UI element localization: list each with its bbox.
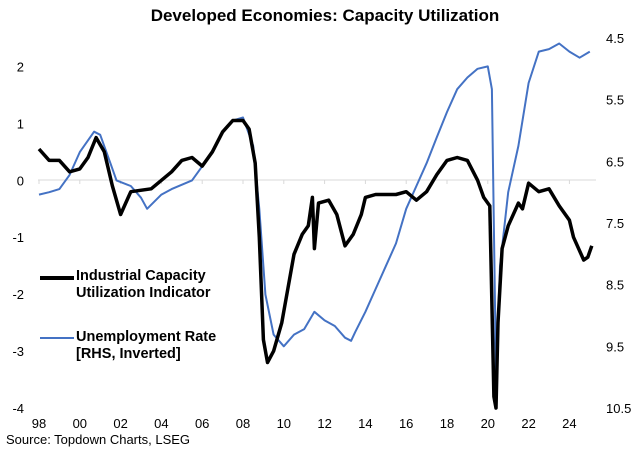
right-tick-label: 6.5 [606, 154, 624, 169]
legend-swatch-unemployment [40, 337, 74, 339]
x-tick-label: 10 [277, 416, 291, 431]
right-tick-label: 9.5 [606, 339, 624, 354]
chart-title: Developed Economies: Capacity Utilizatio… [151, 6, 500, 25]
x-tick-label: 06 [195, 416, 209, 431]
legend: Industrial Capacity Utilization Indicato… [40, 268, 246, 390]
x-tick-label: 12 [317, 416, 331, 431]
x-tick-label: 18 [440, 416, 454, 431]
x-tick-label: 14 [358, 416, 372, 431]
right-tick-label: 7.5 [606, 216, 624, 231]
source-note: Source: Topdown Charts, LSEG [6, 432, 190, 447]
right-tick-label: 5.5 [606, 93, 624, 108]
plot-area [37, 42, 594, 410]
x-tick-label: 98 [32, 416, 46, 431]
x-tick-label: 20 [481, 416, 495, 431]
series-line-capacity-utilization [37, 118, 594, 410]
right-tick-label: 10.5 [606, 401, 631, 416]
legend-label-unemployment: Unemployment Rate [RHS, Inverted] [76, 329, 217, 362]
x-tick-label: 00 [73, 416, 87, 431]
left-tick-label: -2 [12, 287, 24, 302]
left-tick-label: -4 [12, 401, 24, 416]
left-tick-label: 0 [17, 173, 24, 188]
legend-item-capacity: Industrial Capacity Utilization Indicato… [40, 268, 246, 302]
left-tick-label: 1 [17, 116, 24, 131]
x-axis: 98 00 02 04 06 08 10 12 14 16 18 20 22 24 [32, 180, 577, 431]
right-tick-label: 4.5 [606, 31, 624, 46]
x-tick-label: 08 [236, 416, 250, 431]
x-tick-label: 02 [113, 416, 127, 431]
right-tick-label: 8.5 [606, 278, 624, 293]
legend-swatch-capacity [40, 276, 74, 280]
x-tick-label: 24 [562, 416, 576, 431]
left-tick-label: -3 [12, 344, 24, 359]
left-tick-label: -1 [12, 230, 24, 245]
x-tick-label: 16 [399, 416, 413, 431]
left-axis: 2 1 0 -1 -2 -3 -4 [12, 59, 24, 416]
legend-label-capacity: Industrial Capacity Utilization Indicato… [76, 268, 211, 301]
legend-item-unemployment: Unemployment Rate [RHS, Inverted] [40, 329, 246, 363]
left-tick-label: 2 [17, 59, 24, 74]
x-tick-label: 04 [154, 416, 168, 431]
right-axis: 4.5 5.5 6.5 7.5 8.5 9.5 10.5 [606, 31, 631, 416]
x-tick-label: 22 [521, 416, 535, 431]
